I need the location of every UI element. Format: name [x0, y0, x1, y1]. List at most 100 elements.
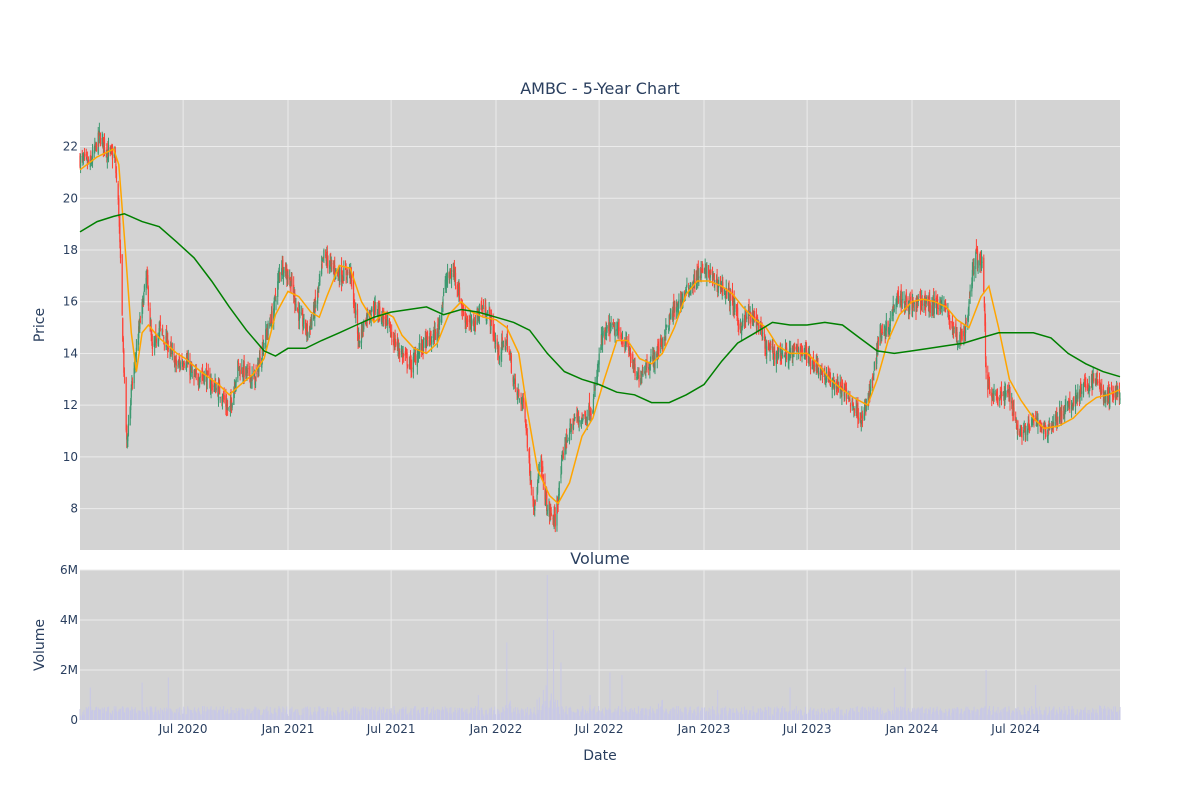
volume-bar [418, 714, 420, 720]
volume-bar [713, 710, 715, 720]
volume-bar [931, 714, 933, 720]
volume-bar [147, 715, 149, 720]
volume-bar [947, 715, 949, 720]
candle-body [441, 307, 443, 316]
candle-body [388, 318, 391, 327]
volume-bar [388, 708, 390, 720]
candle-body [321, 263, 323, 275]
volume-bar [546, 575, 548, 720]
volume-bar [451, 713, 453, 720]
candle-body [500, 351, 502, 361]
volume-bar [574, 713, 576, 720]
candle-body [392, 339, 395, 343]
volume-bar [366, 715, 368, 720]
candle-body [227, 407, 229, 409]
volume-bar [119, 712, 121, 720]
volume-bar [893, 713, 895, 720]
candle-body [680, 298, 682, 309]
volume-bar [263, 709, 265, 720]
candle-body [566, 434, 568, 441]
volume-bar [182, 713, 184, 720]
candle-body [1115, 393, 1117, 398]
volume-bar [632, 709, 634, 720]
volume-bar [708, 711, 710, 720]
volume-bar [546, 706, 548, 720]
volume-bar [544, 700, 546, 720]
candle-body [1016, 424, 1018, 431]
volume-bar [502, 706, 504, 720]
volume-bar [728, 713, 730, 720]
candle-body [630, 357, 632, 359]
volume-bar [459, 707, 461, 720]
candle-body [646, 360, 648, 368]
volume-bar [502, 708, 504, 720]
volume-bar [837, 713, 839, 720]
candle-body [893, 308, 895, 311]
volume-bar [258, 712, 260, 720]
x-tick-label: Jul 2022 [574, 722, 624, 736]
candle-body [110, 147, 112, 149]
volume-bar [1101, 711, 1103, 720]
candle-body [864, 402, 866, 414]
volume-bar [1008, 706, 1010, 720]
candle-body [206, 372, 208, 390]
volume-bar [873, 713, 875, 720]
volume-bar [1072, 714, 1074, 720]
volume-bar [245, 715, 247, 720]
volume-bar [629, 708, 631, 720]
volume-bar [1011, 712, 1013, 720]
candle-body [700, 269, 702, 279]
volume-bar [299, 715, 301, 720]
volume-bar [716, 706, 718, 720]
candle-body [542, 475, 544, 482]
candle-body [980, 259, 983, 269]
volume-bar [785, 711, 787, 720]
candle-body [251, 373, 253, 381]
candle-body [177, 365, 179, 367]
volume-bar [1096, 712, 1098, 720]
volume-bar [905, 714, 907, 720]
volume-bar [810, 707, 812, 720]
volume-bar [696, 707, 698, 720]
volume-bar [1015, 708, 1017, 720]
candle-body [697, 266, 699, 280]
candle-body [949, 321, 951, 323]
volume-bar [755, 712, 757, 720]
volume-bar [253, 710, 255, 720]
candle-body [171, 350, 173, 355]
volume-bar [510, 712, 512, 720]
volume-bar [1055, 715, 1057, 720]
volume-bar [644, 715, 646, 720]
volume-bar [386, 715, 388, 720]
candle-body [314, 301, 316, 319]
volume-bar [784, 712, 786, 720]
candle-body [115, 163, 117, 174]
volume-bar [622, 711, 624, 720]
volume-bar [1024, 708, 1026, 720]
volume-bar [498, 710, 500, 720]
candle-body [1101, 386, 1103, 394]
volume-bar [897, 707, 899, 720]
price-y-tick-label: 22 [63, 140, 78, 154]
volume-bar [449, 707, 451, 720]
volume-bar [650, 712, 652, 720]
volume-bar [142, 710, 144, 720]
volume-bar [349, 714, 351, 720]
candle-body [758, 323, 760, 333]
volume-bar [872, 710, 874, 720]
volume-bar [566, 714, 568, 720]
volume-bar [162, 710, 164, 720]
volume-bar [313, 713, 315, 720]
candle-body [546, 509, 548, 515]
candle-body [521, 401, 523, 403]
volume-bar [598, 710, 600, 720]
volume-bar [932, 711, 934, 720]
volume-bar [582, 706, 584, 720]
volume-bar [481, 710, 483, 720]
candle-body [275, 299, 277, 302]
candle-body [991, 392, 993, 398]
volume-bar [141, 682, 143, 720]
volume-bar [1100, 705, 1102, 720]
volume-bar [740, 715, 742, 720]
volume-bar [439, 710, 441, 720]
